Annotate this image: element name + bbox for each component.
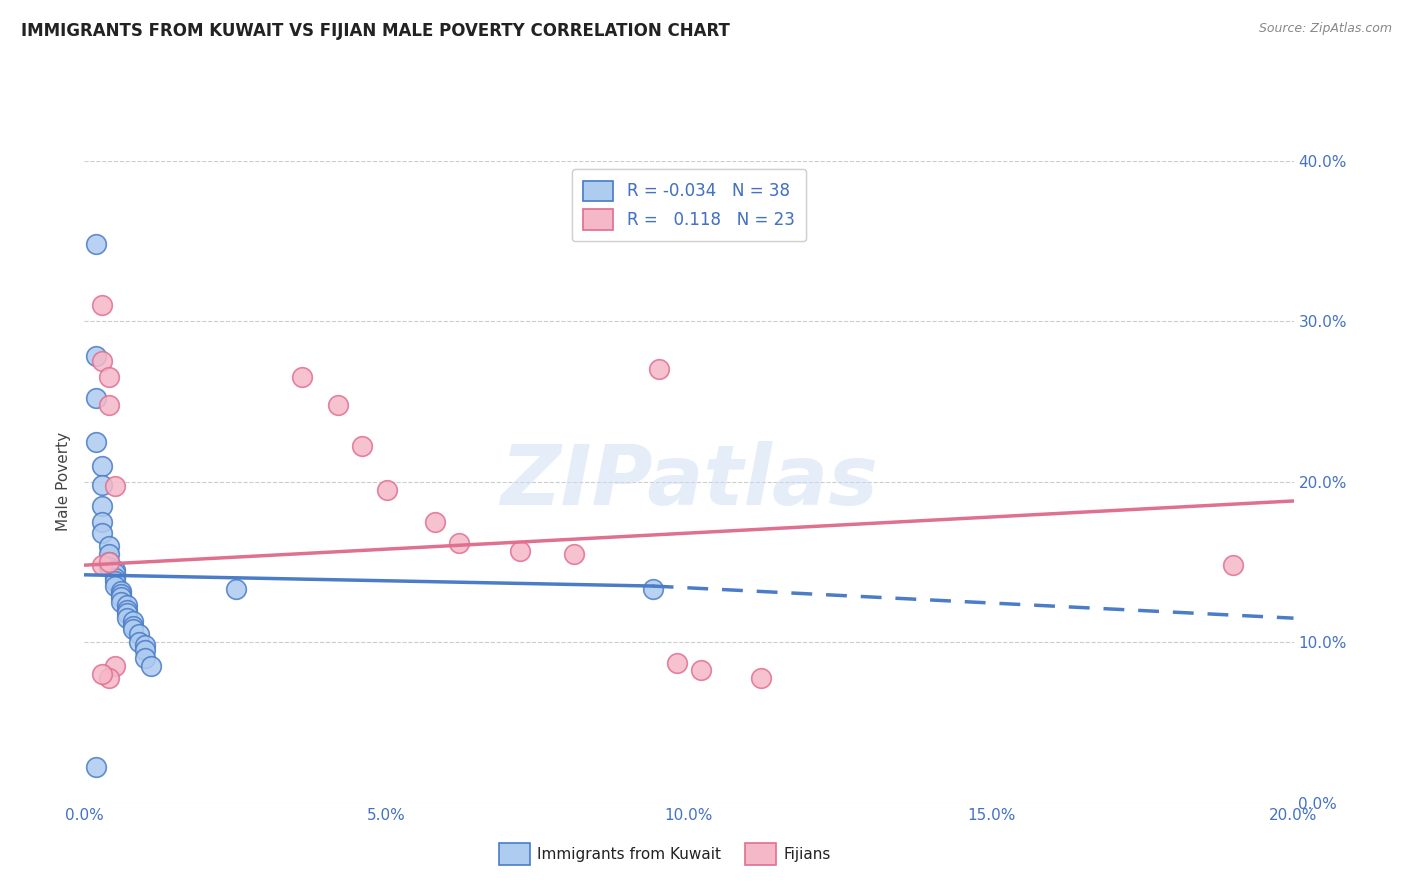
Point	[641, 582, 664, 597]
Point	[110, 595, 132, 609]
Point	[97, 370, 120, 384]
Point	[97, 539, 120, 553]
Point	[91, 499, 114, 513]
Point	[110, 587, 132, 601]
Point	[86, 434, 108, 449]
Point	[91, 298, 114, 312]
Point	[121, 615, 143, 629]
Point	[375, 483, 398, 497]
Point	[121, 623, 143, 637]
Point	[97, 671, 120, 685]
Point	[665, 656, 688, 670]
Point	[86, 350, 108, 364]
Point	[225, 582, 247, 597]
Point	[104, 574, 127, 589]
Point	[91, 558, 114, 573]
Point	[423, 515, 446, 529]
Point	[134, 643, 156, 657]
Point	[86, 391, 108, 405]
Text: Fijians: Fijians	[783, 847, 831, 862]
Point	[97, 559, 120, 574]
Point	[91, 478, 114, 492]
Point	[104, 659, 127, 673]
Point	[104, 563, 127, 577]
Point	[86, 760, 108, 774]
Point	[115, 607, 138, 621]
Point	[97, 555, 120, 569]
Point	[97, 555, 120, 569]
Point	[104, 579, 127, 593]
Point	[139, 659, 162, 673]
Point	[91, 354, 114, 368]
Point	[509, 543, 531, 558]
Point	[648, 362, 671, 376]
Text: ZIPatlas: ZIPatlas	[501, 442, 877, 522]
Text: IMMIGRANTS FROM KUWAIT VS FIJIAN MALE POVERTY CORRELATION CHART: IMMIGRANTS FROM KUWAIT VS FIJIAN MALE PO…	[21, 22, 730, 40]
Point	[328, 398, 350, 412]
Point	[115, 603, 138, 617]
Point	[91, 458, 114, 473]
Point	[91, 526, 114, 541]
Text: Source: ZipAtlas.com: Source: ZipAtlas.com	[1258, 22, 1392, 36]
Point	[751, 671, 773, 685]
Point	[128, 635, 150, 649]
Point	[134, 639, 156, 653]
Point	[110, 591, 132, 605]
Point	[121, 619, 143, 633]
Point	[449, 535, 471, 549]
Y-axis label: Male Poverty: Male Poverty	[56, 432, 72, 532]
Point	[352, 439, 374, 453]
Point	[110, 583, 132, 598]
Point	[104, 571, 127, 585]
Point	[134, 651, 156, 665]
Point	[115, 599, 138, 613]
Text: Immigrants from Kuwait: Immigrants from Kuwait	[537, 847, 721, 862]
Point	[562, 547, 585, 561]
Point	[115, 611, 138, 625]
Point	[291, 370, 314, 384]
Legend: R = -0.034   N = 38, R =   0.118   N = 23: R = -0.034 N = 38, R = 0.118 N = 23	[572, 169, 806, 241]
Point	[91, 515, 114, 529]
Point	[97, 398, 120, 412]
Point	[97, 547, 120, 561]
Point	[128, 627, 150, 641]
Point	[690, 663, 713, 677]
Point	[1222, 558, 1244, 573]
Point	[91, 667, 114, 681]
Point	[104, 479, 127, 493]
Point	[86, 237, 108, 252]
Point	[104, 566, 127, 581]
